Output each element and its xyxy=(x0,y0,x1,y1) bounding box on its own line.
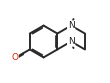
Text: N: N xyxy=(68,21,74,30)
Text: O: O xyxy=(11,53,18,62)
Text: N: N xyxy=(68,37,74,46)
